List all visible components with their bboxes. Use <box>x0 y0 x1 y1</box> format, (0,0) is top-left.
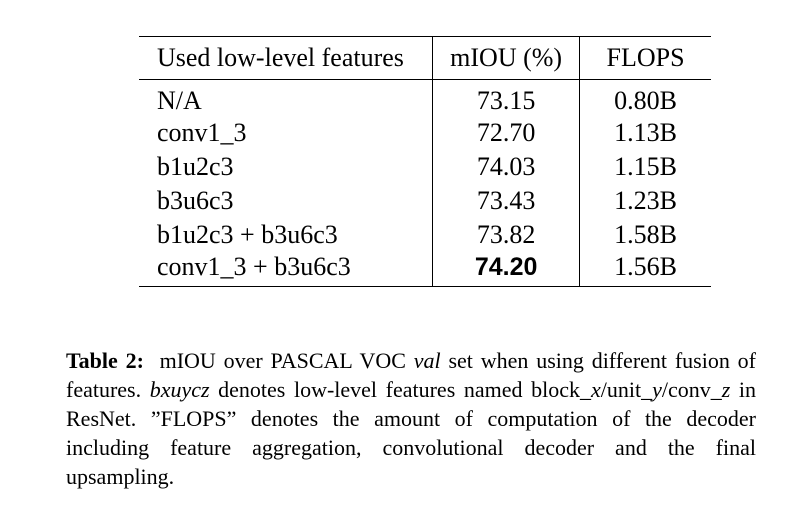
table-header-row: Used low-level features mIOU (%) FLOPS <box>139 36 711 80</box>
caption-text: denotes low-level features named block_ <box>209 377 591 402</box>
table-row: conv1_3 + b3u6c3 74.20 1.56B <box>139 252 711 287</box>
cell-miou: 73.82 <box>432 218 581 252</box>
table-row: b3u6c3 73.43 1.23B <box>139 184 711 218</box>
table-row: conv1_3 72.70 1.13B <box>139 116 711 150</box>
header-miou: mIOU (%) <box>432 36 581 80</box>
caption-math-val: val <box>413 348 441 373</box>
caption-text: set when using different fusion of featu… <box>66 348 756 402</box>
header-flops: FLOPS <box>606 43 685 72</box>
cell-flops: 1.58B <box>614 220 677 249</box>
cell-miou: 73.15 <box>432 79 581 116</box>
caption-text: /conv_ <box>661 377 722 402</box>
caption-math-y: y <box>652 377 662 402</box>
cell-feature: b1u2c3 + b3u6c3 <box>139 218 434 252</box>
cell-miou-best: 74.20 <box>432 252 581 287</box>
caption-math-x: x <box>590 377 601 402</box>
cell-miou: 72.70 <box>432 116 581 150</box>
results-table-container: Used low-level features mIOU (%) FLOPS N… <box>139 36 711 287</box>
results-table: Used low-level features mIOU (%) FLOPS N… <box>139 36 711 287</box>
caption-text: in ResNet. ”FLOPS” denotes the amount of… <box>66 377 757 489</box>
cell-flops: 1.15B <box>614 152 677 181</box>
table-row: b1u2c3 + b3u6c3 73.82 1.58B <box>139 218 711 252</box>
cell-flops: 1.23B <box>614 186 677 215</box>
cell-feature: N/A <box>139 79 434 116</box>
table-row: N/A 73.15 0.80B <box>139 79 711 116</box>
cell-miou: 73.43 <box>432 184 581 218</box>
cell-feature: b1u2c3 <box>139 150 434 184</box>
cell-flops: 1.56B <box>614 252 677 281</box>
caption-math-notation: bxuycz <box>149 377 210 402</box>
cell-feature: conv1_3 + b3u6c3 <box>139 252 434 287</box>
cell-feature: b3u6c3 <box>139 184 434 218</box>
header-features: Used low-level features <box>139 36 434 80</box>
table-caption: Table 2: mIOU over PASCAL VOC val set wh… <box>66 346 756 491</box>
cell-feature: conv1_3 <box>139 116 434 150</box>
caption-text: mIOU over PASCAL VOC <box>159 348 414 373</box>
cell-flops: 1.13B <box>614 118 677 147</box>
caption-math-z: z <box>721 377 731 402</box>
caption-label: Table 2: <box>66 348 144 373</box>
caption-text: /unit_ <box>600 377 653 402</box>
cell-miou: 74.03 <box>432 150 581 184</box>
cell-flops: 0.80B <box>614 86 677 115</box>
table-row: b1u2c3 74.03 1.15B <box>139 150 711 184</box>
